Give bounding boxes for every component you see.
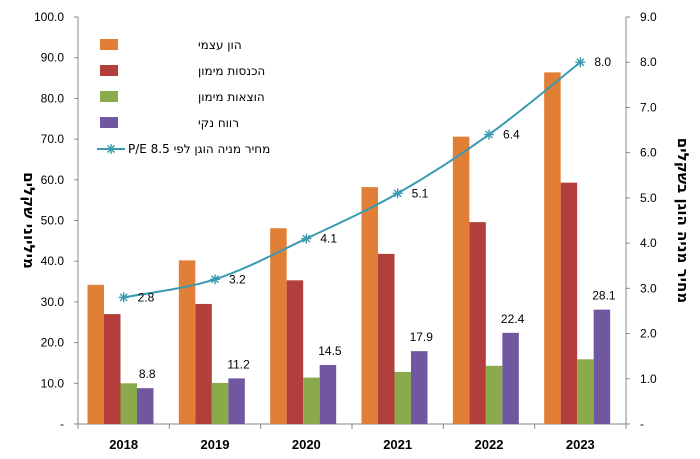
x-tick-label: 2020 [292,437,321,452]
legend-swatch [100,117,118,128]
y-tick-label: 30.0 [41,295,65,309]
y2-tick-label: 2.0 [640,327,657,341]
x-tick-label: 2022 [475,437,504,452]
y2-tick-label: 7.0 [640,100,657,114]
bar-data-label: 28.1 [592,289,616,303]
y-tick-label: 10.0 [41,376,65,390]
y-tick-label: 40.0 [41,254,65,268]
line-data-label: 4.1 [320,232,337,246]
y-tick-label: 70.0 [41,132,65,146]
bar [137,388,154,424]
y-axis-title: מיליוני שקלים [20,172,38,269]
x-tick-label: 2023 [566,437,595,452]
bar [452,136,470,424]
data-labels: 8.8 11.2 14.5 17.9 22.4 28.1 2.8 3.2 4.1 5.1 6.4 8.… [138,55,616,381]
y2-tick-label: 6.0 [640,146,657,160]
legend-swatch [100,39,118,50]
line-data-label: 6.4 [503,128,520,142]
bar [577,359,594,424]
left-axis: - 10.0 20.0 30.0 40.0 50.0 60.0 70.0 80.0 90.0 100… [34,10,78,431]
y-tick-label: 60.0 [41,173,65,187]
legend-marker [106,144,116,154]
bar [87,284,104,424]
line-path [123,61,581,299]
bar [361,187,378,424]
bar [469,222,486,424]
line-marker [484,129,494,140]
y-tick-label: 90.0 [41,51,65,65]
y2-axis-title: מחיר מניה הוגן בשקלים [674,138,692,303]
bar [195,303,212,424]
bar [104,314,121,424]
y2-tick-label: 8.0 [640,55,657,69]
line-data-label: 3.2 [229,272,246,286]
bar [394,371,411,424]
bar-data-label: 8.8 [139,367,156,381]
bar [544,72,561,425]
bar-data-label: 14.5 [318,344,342,358]
bar [211,382,229,424]
bar-data-label: 17.9 [410,330,434,344]
legend-label: P/E 8.5 מחיר מניה הוגן לפי [128,142,270,156]
legend-swatch [100,65,118,76]
line-data-label: 8.0 [594,55,611,69]
line-marker [575,57,586,68]
right-axis: - 1.0 2.0 3.0 4.0 5.0 6.0 7.0 8.0 9.0 [626,10,657,431]
bar [378,253,395,424]
y2-tick-label: 5.0 [640,191,657,205]
bar [411,351,428,424]
legend-label: הוצאות מימון [198,90,265,104]
y-tick-label: 20.0 [41,336,65,350]
y-tick-label: - [60,417,64,431]
bar [502,332,519,424]
bar-data-label: 22.4 [501,312,525,326]
line-series [118,57,586,303]
y2-tick-label: 4.0 [640,236,657,250]
bar [485,365,503,424]
bar [593,309,611,424]
bar [560,182,578,424]
x-tick-label: 2019 [201,437,230,452]
legend-label: רווח נקי [198,116,239,130]
plot-area [77,17,627,425]
x-tick-label: 2021 [383,437,412,452]
x-tick-label: 2018 [109,437,138,452]
line-marker [392,188,403,199]
legend: הון עצמי הכנסות מימון הוצאות מימון רווח נקי… [97,38,270,156]
bar [286,280,304,424]
bar [319,364,337,424]
x-axis: 2018 2019 2020 2021 2022 2023 [77,424,627,452]
line-marker [301,233,312,244]
bar [303,377,320,424]
line-marker [118,292,129,303]
legend-label: הון עצמי [198,38,242,52]
y2-tick-label: 1.0 [640,372,657,386]
y2-tick-label: 9.0 [640,10,657,24]
line-data-label: 5.1 [412,186,429,200]
bar [270,228,287,424]
bar-data-label: 11.2 [227,357,250,371]
legend-label: הכנסות מימון [198,64,265,78]
y-tick-label: 100.0 [34,10,64,24]
y-tick-label: 50.0 [41,214,65,228]
bar [178,260,196,424]
bar [120,383,137,424]
line-marker [210,274,220,285]
y2-tick-label: - [640,417,644,431]
y-tick-label: 80.0 [41,91,65,105]
bar-series [87,72,611,425]
bar [228,378,245,424]
legend-swatch [100,91,118,102]
line-data-label: 2.8 [138,290,155,304]
y2-tick-label: 3.0 [640,281,657,295]
